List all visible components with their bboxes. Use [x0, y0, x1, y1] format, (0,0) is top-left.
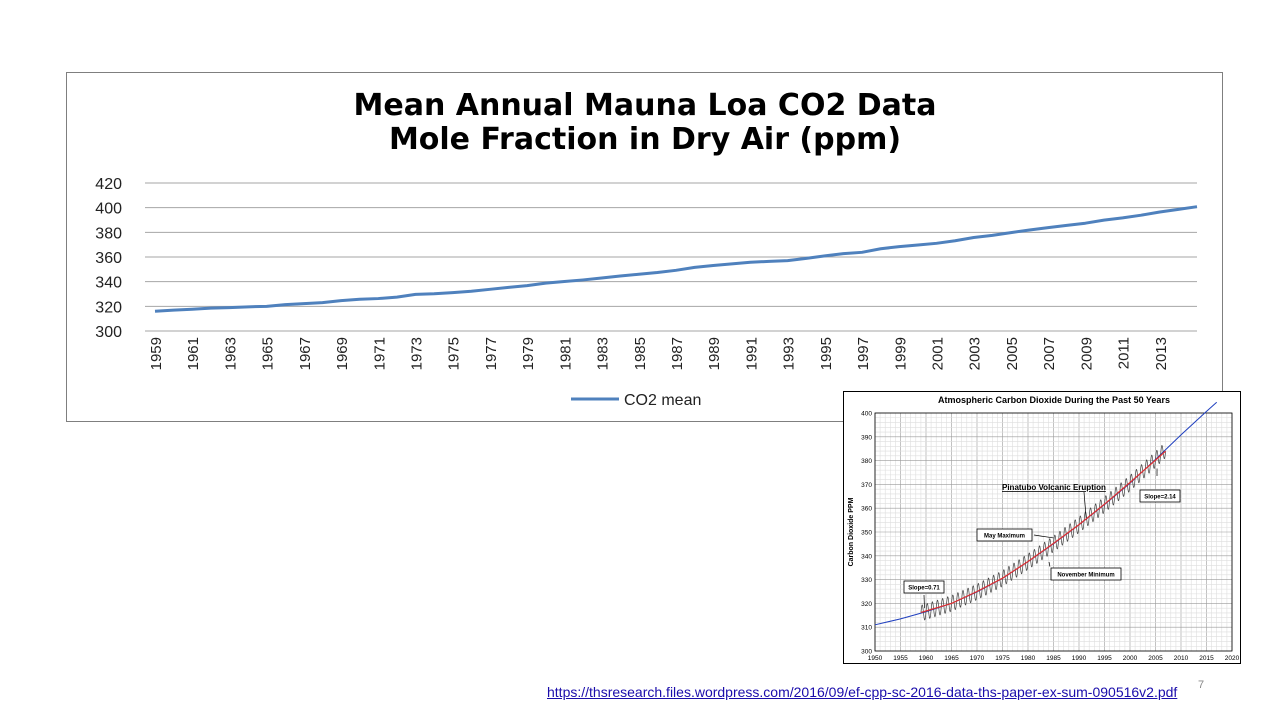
y-tick-label: 360: [95, 250, 122, 267]
inset-x-tick-label: 2000: [1123, 655, 1138, 662]
inset-y-tick-label: 380: [861, 458, 872, 465]
inset-x-tick-label: 1990: [1072, 655, 1087, 662]
legend-label: CO2 mean: [624, 392, 701, 409]
annotation-pinatubo: Pinatubo Volcanic Eruption: [1002, 483, 1106, 492]
slide-number: 7: [1198, 679, 1205, 691]
inset-y-tick-label: 390: [861, 434, 872, 441]
inset-x-tick-label: 2005: [1148, 655, 1163, 662]
y-tick-label: 380: [95, 225, 122, 242]
inset-x-tick-label: 2015: [1199, 655, 1214, 662]
inset-x-tick-label: 2020: [1225, 655, 1240, 662]
x-tick-label: 1961: [185, 337, 202, 370]
x-tick-label: 2007: [1041, 337, 1058, 370]
inset-y-tick-label: 400: [861, 411, 872, 418]
x-tick-label: 1987: [669, 337, 686, 370]
annotation-slope-low: Slope=0.71: [908, 586, 940, 592]
inset-x-tick-label: 2010: [1174, 655, 1189, 662]
x-tick-label: 1959: [148, 337, 165, 370]
x-tick-label: 1965: [260, 337, 277, 370]
inset-x-tick-label: 1995: [1097, 655, 1112, 662]
annotation-slope-high: Slope=2.14: [1144, 495, 1176, 501]
inset-y-tick-label: 300: [861, 649, 872, 656]
annotation-may-maximum: May Maximum: [984, 534, 1025, 540]
y-tick-label: 340: [95, 275, 122, 292]
x-tick-label: 1991: [743, 337, 760, 370]
y-tick-label: 320: [95, 299, 122, 316]
inset-x-tick-label: 1980: [1021, 655, 1036, 662]
x-tick-label: 1979: [520, 337, 537, 370]
y-tick-label: 420: [95, 176, 122, 193]
annotation-pinatubo-arrow: [1083, 491, 1087, 518]
inset-y-tick-label: 350: [861, 530, 872, 537]
inset-chart: Atmospheric Carbon Dioxide During the Pa…: [843, 391, 1241, 664]
inset-x-tick-label: 1985: [1046, 655, 1061, 662]
annotation-november-minimum: November Minimum: [1057, 573, 1114, 579]
inset-x-tick-label: 1950: [868, 655, 883, 662]
y-tick-label: 300: [95, 324, 122, 341]
x-tick-label: 1997: [855, 337, 872, 370]
x-tick-label: 1981: [557, 337, 574, 370]
x-tick-label: 2001: [930, 337, 947, 370]
chart-title-line: Mean Annual Mauna Loa CO2 Data: [354, 88, 937, 123]
chart-title-line: Mole Fraction in Dry Air (ppm): [389, 122, 901, 157]
x-tick-label: 1963: [222, 337, 239, 370]
x-tick-label: 1993: [781, 337, 798, 370]
x-tick-label: 2011: [1116, 337, 1133, 369]
inset-y-tick-label: 320: [861, 601, 872, 608]
annotation-november-minimum-arrow: [1048, 561, 1051, 567]
x-tick-label: 1995: [818, 337, 835, 370]
co2-mean-line: [154, 205, 1198, 313]
x-tick-label: 2009: [1078, 337, 1095, 370]
x-tick-label: 1989: [706, 337, 723, 370]
inset-x-tick-label: 1955: [893, 655, 908, 662]
x-tick-label: 1969: [334, 337, 351, 370]
inset-fit-curve: [920, 450, 1167, 614]
inset-x-tick-label: 1965: [944, 655, 959, 662]
inset-x-tick-label: 1975: [995, 655, 1010, 662]
main-chart: Mean Annual Mauna Loa CO2 Data Mole Fract…: [66, 72, 1223, 422]
annotation-slope-low-box: [903, 580, 945, 594]
x-tick-label: 1999: [892, 337, 909, 370]
inset-y-tick-label: 310: [861, 625, 872, 632]
inset-x-tick-label: 1970: [970, 655, 985, 662]
annotation-may-maximum-box: [976, 528, 1033, 542]
x-tick-label: 2013: [1153, 337, 1170, 370]
y-tick-label: 400: [95, 201, 122, 218]
inset-chart-svg: Atmospheric Carbon Dioxide During the Pa…: [848, 395, 1240, 662]
x-tick-label: 1971: [371, 337, 388, 370]
inset-y-tick-label: 370: [861, 482, 872, 489]
annotation-november-minimum-box: [1050, 567, 1122, 581]
x-tick-label: 1973: [409, 337, 426, 370]
source-link[interactable]: https://thsresearch.files.wordpress.com/…: [547, 684, 1178, 700]
annotation-may-maximum-arrow: [1033, 534, 1054, 539]
inset-plot-border: [874, 412, 1233, 652]
x-tick-label: 1977: [483, 337, 500, 370]
x-tick-label: 1967: [297, 337, 314, 370]
inset-y-tick-label: 340: [861, 553, 872, 560]
inset-title: Atmospheric Carbon Dioxide During the Pa…: [938, 395, 1170, 405]
x-tick-label: 1983: [595, 337, 612, 370]
x-tick-label: 2003: [967, 337, 984, 370]
inset-x-tick-label: 1960: [919, 655, 934, 662]
x-tick-label: 1985: [632, 337, 649, 370]
x-tick-label: 1975: [446, 337, 463, 370]
inset-y-tick-label: 330: [861, 577, 872, 584]
inset-y-label: Carbon Dioxide PPM: [848, 497, 855, 566]
inset-y-tick-label: 360: [861, 506, 872, 513]
x-tick-label: 2005: [1004, 337, 1021, 370]
annotation-slope-high-box: [1139, 489, 1181, 503]
